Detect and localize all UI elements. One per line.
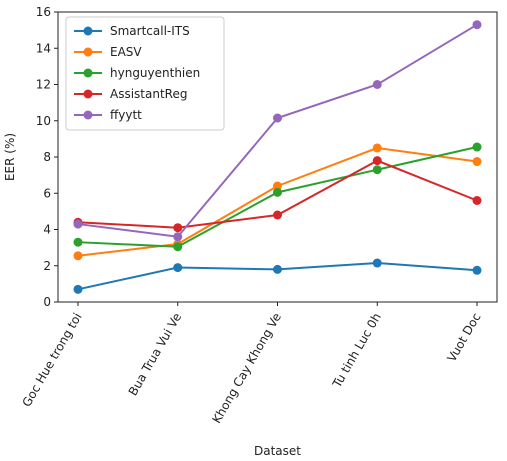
data-point [73, 284, 83, 294]
plot-area [73, 20, 482, 294]
legend-label: Smartcall-ITS [110, 24, 190, 38]
series-EASV [73, 143, 482, 261]
data-point [73, 237, 83, 247]
data-point [173, 263, 183, 273]
data-point [472, 20, 482, 30]
legend-item: EASV [74, 45, 142, 59]
legend-swatch-marker [83, 47, 93, 57]
y-tick-label: 4 [43, 223, 51, 237]
data-point [273, 264, 282, 274]
data-point [372, 143, 382, 153]
x-axis-label: Dataset [254, 444, 301, 458]
x-tick-label: Tu tinh Luc 0h [329, 311, 383, 391]
legend-label: EASV [110, 45, 142, 59]
data-point [472, 265, 482, 275]
legend-swatch-marker [83, 68, 93, 78]
y-tick-label: 14 [36, 41, 51, 55]
data-point [273, 181, 282, 191]
data-point [273, 113, 282, 123]
data-point [372, 80, 382, 89]
legend: Smartcall-ITS EASV hynguyenthien AssistantR… [65, 16, 225, 131]
y-tick-label: 6 [43, 186, 51, 200]
series-line [77, 146, 478, 257]
data-point [173, 232, 183, 242]
y-tick-label: 16 [36, 5, 51, 19]
y-tick-label: 12 [36, 78, 51, 92]
y-tick-label: 10 [36, 114, 51, 128]
data-point [273, 187, 282, 197]
data-point [372, 156, 382, 166]
legend-label: ffyytt [110, 108, 142, 122]
y-tick-label: 0 [43, 295, 51, 309]
legend-item: hynguyenthien [74, 66, 200, 80]
x-tick-label: Goc Hue trong toi [19, 311, 84, 410]
x-tick-label: Khong Cay Khong Ve [209, 311, 284, 426]
series-Smartcall-ITS [73, 258, 482, 294]
legend-label: AssistantReg [110, 87, 187, 101]
data-point [173, 223, 183, 233]
y-tick-label: 2 [43, 259, 51, 273]
data-point [273, 210, 282, 220]
legend-label: hynguyenthien [110, 66, 200, 80]
data-point [372, 165, 382, 175]
legend-item: Smartcall-ITS [74, 24, 190, 38]
data-point [472, 196, 482, 205]
legend-box [65, 16, 225, 131]
data-point [472, 157, 482, 167]
legend-item: ffyytt [74, 108, 142, 122]
legend-swatch-marker [83, 110, 93, 120]
data-point [73, 251, 83, 261]
x-tick-label: Vuot Doc [444, 311, 483, 365]
legend-swatch-marker [83, 89, 93, 99]
legend-item: AssistantReg [74, 87, 187, 101]
y-tick-label: 8 [43, 150, 51, 164]
series-ffyytt [73, 20, 482, 242]
x-tick-label: Bua Trua Vui Ve [126, 311, 185, 399]
data-point [173, 242, 183, 252]
data-point [472, 142, 482, 152]
series-hynguyenthien [73, 142, 482, 252]
data-point [73, 219, 83, 229]
legend-swatch-marker [83, 26, 93, 36]
data-point [372, 258, 382, 268]
y-axis-label: EER (%) [3, 133, 17, 181]
